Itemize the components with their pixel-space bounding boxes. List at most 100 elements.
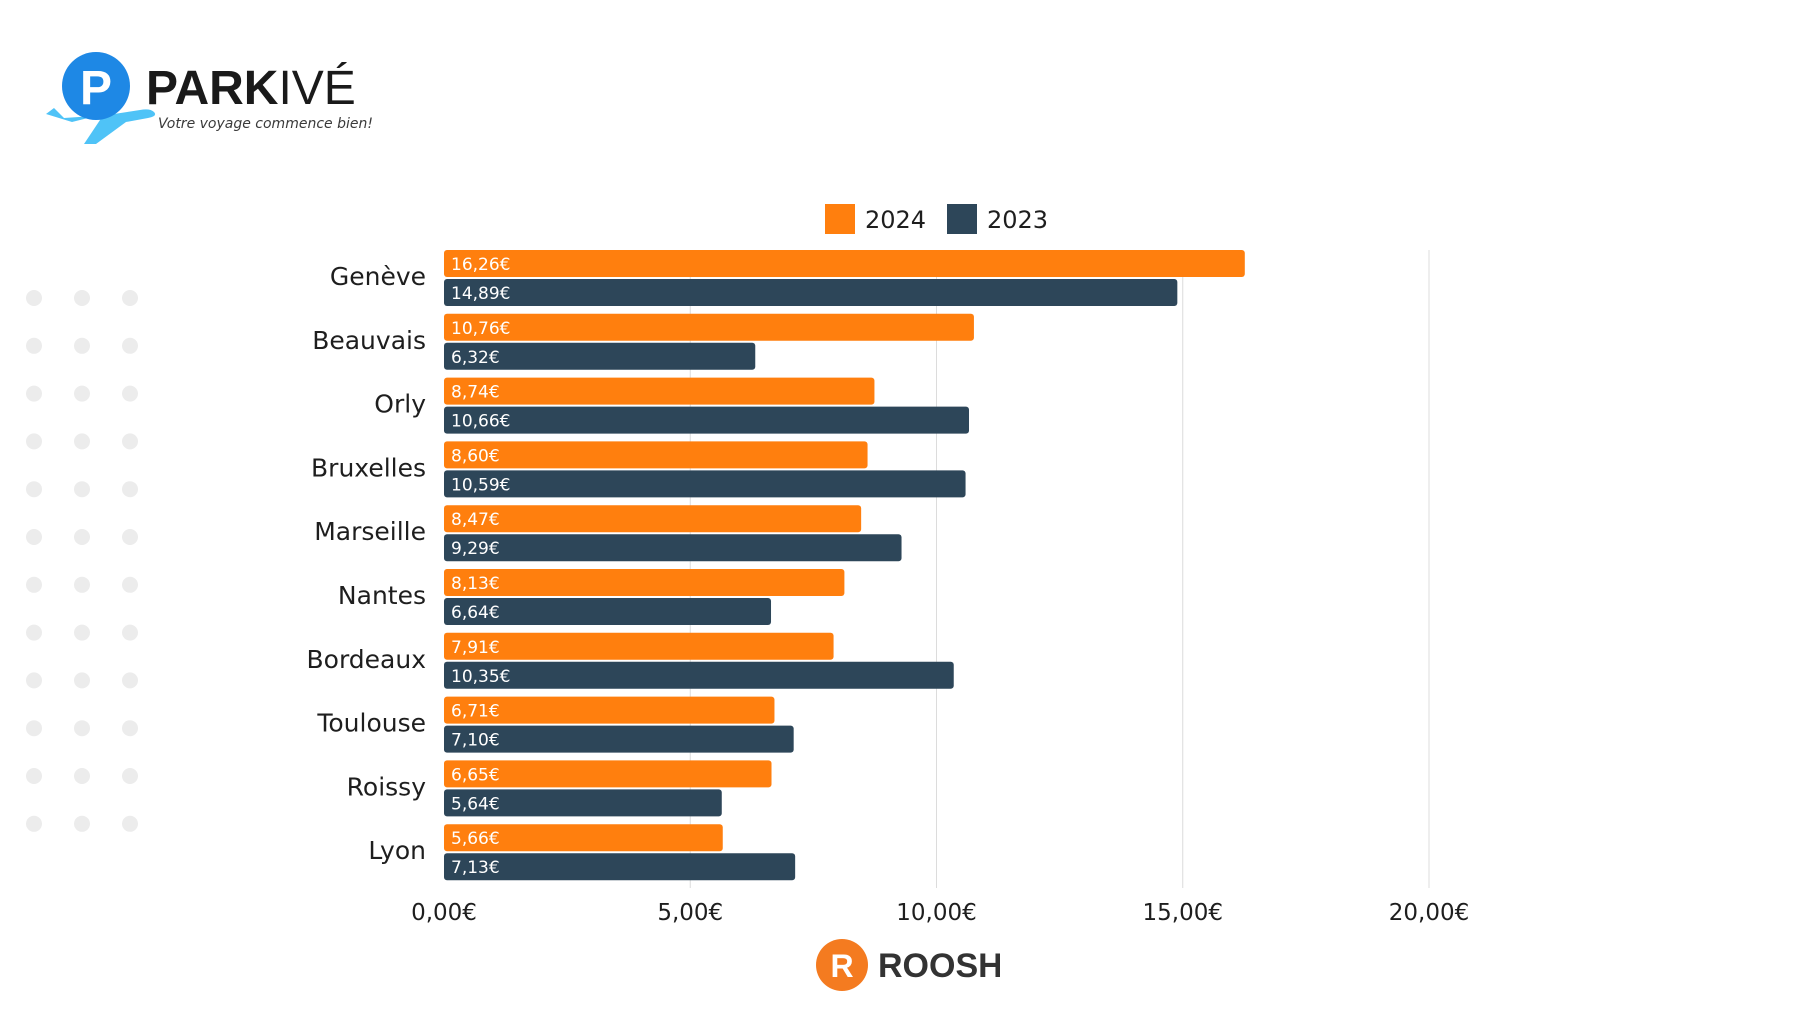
decor-dot — [26, 433, 42, 450]
x-tick-label: 10,00€ — [896, 900, 976, 926]
logo-tagline: Votre voyage commence bien! — [158, 116, 373, 132]
decor-dot — [26, 815, 42, 832]
bar-2024 — [444, 824, 723, 852]
bar-value-label: 14,89€ — [451, 284, 510, 304]
category-label: Bruxelles — [311, 453, 426, 482]
decor-dot — [74, 481, 90, 498]
bar-2023 — [444, 598, 772, 625]
bar-value-label: 7,91€ — [451, 638, 500, 658]
decor-dot — [26, 624, 42, 641]
bar-value-label: 6,65€ — [451, 765, 500, 785]
bar-2024 — [444, 760, 772, 788]
bar-2024 — [444, 632, 834, 660]
bar-value-label: 7,13€ — [451, 858, 500, 878]
decor-dot — [74, 290, 90, 306]
roosh-logo: R ROOSH. — [816, 939, 1000, 991]
roosh-letter: R — [830, 948, 853, 984]
legend-label-2023: 2023 — [987, 206, 1048, 234]
decor-dot — [26, 529, 42, 545]
bar-2023 — [444, 725, 794, 753]
legend-label-2024: 2024 — [865, 206, 926, 234]
bar-value-label: 6,71€ — [451, 702, 500, 722]
decor-dot — [122, 624, 138, 641]
legend-swatch-2024 — [825, 204, 855, 234]
category-label: Beauvais — [312, 326, 426, 355]
decor-dot — [74, 720, 90, 737]
parkive-logo: P PARKIVÉ Votre voyage commence bien! — [46, 52, 373, 144]
decor-dot — [26, 385, 42, 402]
legend-swatch-2023 — [947, 204, 977, 234]
decor-dot — [122, 433, 138, 450]
bar-value-label: 8,47€ — [451, 510, 500, 530]
bar-2024 — [444, 250, 1245, 277]
decor-dot — [26, 720, 42, 737]
bar-2024 — [444, 441, 868, 469]
bar-2023 — [444, 342, 756, 370]
bar-2023 — [444, 661, 954, 689]
bar-2023 — [444, 279, 1178, 306]
bar-value-label: 8,74€ — [451, 383, 500, 403]
parking-icon — [62, 52, 130, 120]
decor-dot — [74, 337, 90, 354]
logo-brand-light: IVÉ — [278, 62, 355, 115]
bar-value-label: 5,64€ — [451, 794, 500, 814]
bar-2023 — [444, 406, 970, 434]
decor-dot — [74, 529, 90, 545]
decor-dot — [74, 768, 90, 784]
decor-dot — [122, 672, 138, 689]
bar-2024 — [444, 313, 974, 341]
decor-dot — [26, 576, 42, 593]
bar-value-label: 10,35€ — [451, 667, 510, 687]
bar-2024 — [444, 505, 862, 533]
bar-value-label: 10,59€ — [451, 475, 510, 495]
decor-dot — [26, 290, 42, 306]
decor-dot — [26, 481, 42, 498]
bar-2023 — [444, 470, 966, 498]
decor-dot — [74, 385, 90, 402]
decor-dot — [122, 337, 138, 354]
bar-value-label: 10,66€ — [451, 412, 510, 432]
roosh-icon — [816, 939, 868, 991]
decor-dot — [122, 529, 138, 545]
logo-brand-name: PARKIVÉ — [146, 62, 356, 115]
decor-dot — [74, 672, 90, 689]
roosh-brand: ROOSH — [878, 947, 1000, 985]
bar-value-label: 9,29€ — [451, 539, 500, 559]
decor-dot — [122, 815, 138, 832]
bar-value-label: 10,76€ — [451, 319, 510, 339]
decor-dot — [122, 768, 138, 784]
bar-2023 — [444, 789, 722, 817]
decor-dot — [74, 815, 90, 832]
category-label: Lyon — [368, 836, 426, 865]
decor-dot — [26, 672, 42, 689]
bar-value-label: 5,66€ — [451, 829, 500, 849]
x-tick-label: 20,00€ — [1389, 900, 1469, 926]
decor-dot — [122, 290, 138, 306]
decor-dot — [26, 768, 42, 784]
bar-value-label: 7,10€ — [451, 731, 500, 751]
bar-2023 — [444, 534, 902, 562]
logo-brand-bold: PARK — [146, 62, 279, 115]
decor-dot — [74, 433, 90, 450]
x-tick-label: 0,00€ — [411, 900, 477, 926]
x-tick-label: 15,00€ — [1143, 900, 1223, 926]
x-tick-label: 5,00€ — [657, 900, 723, 926]
category-label: Roissy — [347, 772, 427, 801]
category-label: Marseille — [314, 517, 426, 546]
plane-icon — [46, 100, 156, 144]
bar-value-label: 8,13€ — [451, 574, 500, 594]
bar-value-label: 6,64€ — [451, 603, 500, 623]
bar-value-label: 6,32€ — [451, 348, 500, 368]
category-label: Genève — [330, 262, 426, 291]
decor-dot — [74, 624, 90, 641]
decor-dot — [122, 481, 138, 498]
decor-dot — [74, 576, 90, 593]
bar-2024 — [444, 696, 775, 724]
decor-dot — [122, 720, 138, 737]
decor-dot — [122, 576, 138, 593]
decor-dot — [26, 337, 42, 354]
bar-2024 — [444, 569, 845, 596]
category-label: Toulouse — [316, 709, 426, 738]
